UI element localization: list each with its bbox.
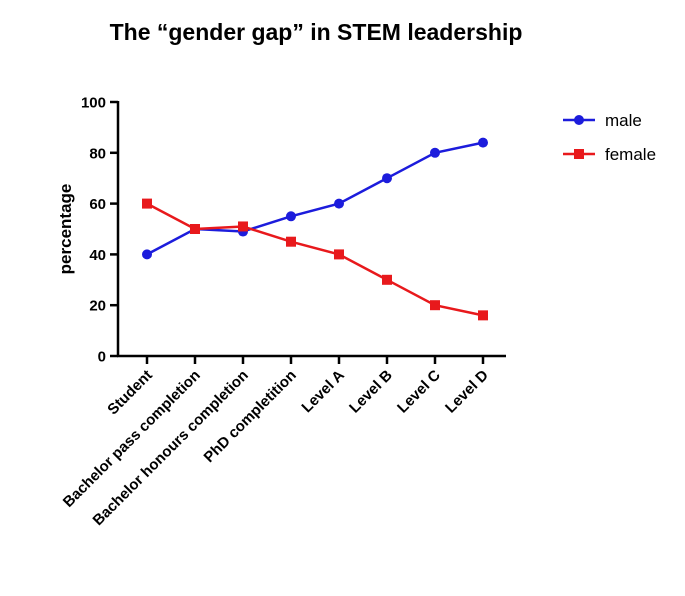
- y-tick-label: 80: [89, 145, 106, 162]
- data-point-male: [142, 249, 152, 260]
- legend-marker-male: [574, 115, 584, 125]
- x-tick-label: Level C: [394, 367, 444, 417]
- chart-title: The “gender gap” in STEM leadership: [110, 19, 523, 45]
- data-point-female: [430, 300, 440, 311]
- series-line-male: [146, 141, 484, 256]
- data-point-male: [430, 147, 440, 158]
- legend: male female: [563, 111, 656, 164]
- data-point-male: [286, 211, 296, 222]
- legend-marker-female: [574, 149, 584, 159]
- y-axis-title: percentage: [56, 184, 75, 275]
- data-point-female: [478, 310, 488, 321]
- x-tick-label: Level D: [442, 367, 492, 417]
- data-point-male: [478, 137, 488, 148]
- data-point-female: [334, 249, 344, 260]
- legend-label-male: male: [605, 111, 642, 130]
- data-point-female: [142, 198, 152, 209]
- x-tick-label: Level B: [346, 367, 396, 417]
- y-tick-label: 100: [81, 95, 106, 112]
- y-tick-label: 20: [89, 298, 106, 315]
- data-point-female: [286, 236, 296, 247]
- y-tick-label: 40: [89, 247, 106, 264]
- y-tick-label: 0: [98, 349, 106, 366]
- data-point-male: [334, 198, 344, 209]
- x-tick-label: PhD completition: [201, 367, 300, 466]
- series-line-female: [146, 202, 484, 317]
- y-tick-label: 60: [89, 196, 106, 213]
- data-point-female: [382, 274, 392, 285]
- data-point-male: [382, 173, 392, 184]
- x-tick-label: Level A: [298, 367, 347, 416]
- legend-label-female: female: [605, 145, 656, 164]
- data-point-female: [238, 221, 248, 232]
- data-point-female: [190, 224, 200, 234]
